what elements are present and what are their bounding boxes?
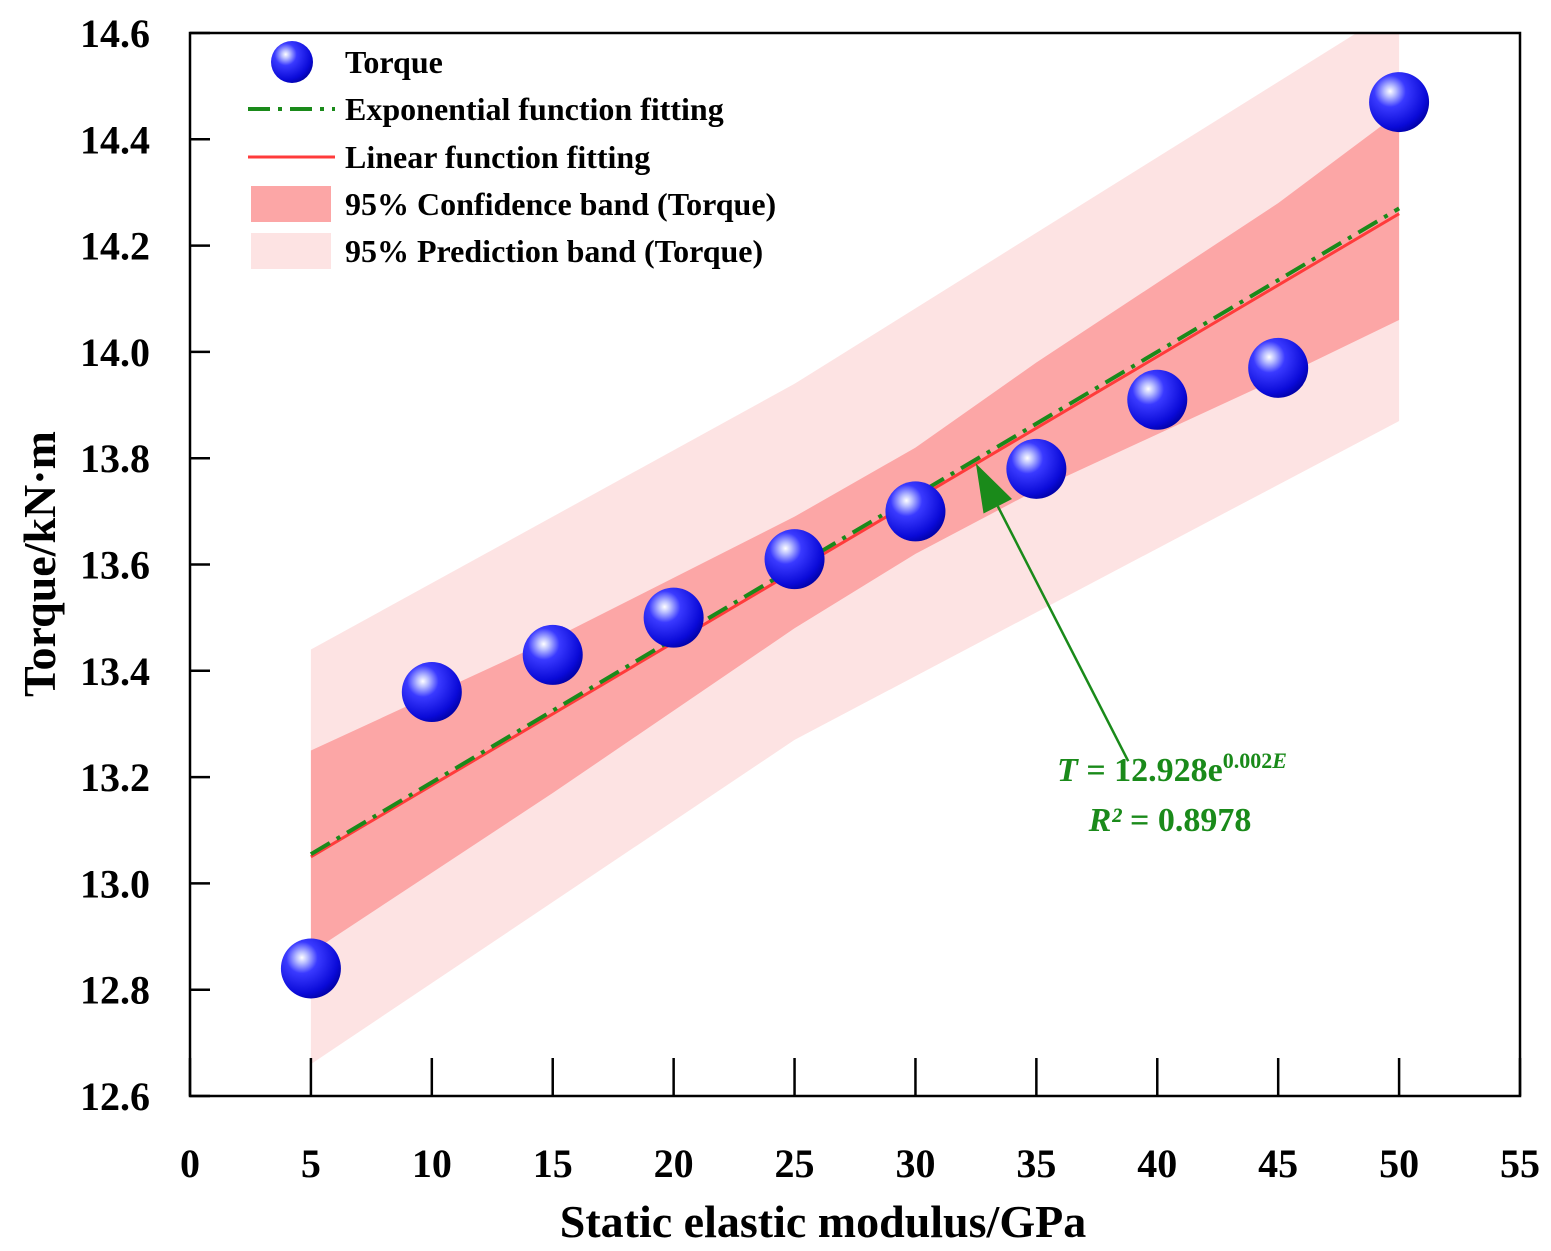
y-tick-label: 13.6 xyxy=(80,543,150,588)
legend-label-linear-fit: Linear function fitting xyxy=(345,139,650,175)
x-tick-label: 20 xyxy=(654,1141,694,1186)
y-tick-label: 13.0 xyxy=(80,861,150,906)
x-tick-label: 55 xyxy=(1500,1141,1540,1186)
equation-body: = 12.928e xyxy=(1078,752,1223,789)
data-point xyxy=(643,587,704,648)
equation-lhs: T xyxy=(1057,752,1079,789)
annotation-arrow-shaft xyxy=(996,505,1130,762)
x-tick-label: 35 xyxy=(1016,1141,1056,1186)
x-tick-label: 50 xyxy=(1379,1141,1419,1186)
legend: Torque Exponential function fitting Line… xyxy=(248,41,776,269)
y-tick-label: 14.2 xyxy=(80,224,150,269)
data-point xyxy=(1248,337,1309,398)
data-point xyxy=(885,481,946,542)
data-point xyxy=(1369,72,1430,133)
data-point xyxy=(401,662,462,723)
legend-marker-confidence-band xyxy=(251,186,331,222)
legend-label-prediction-band: 95% Prediction band (Torque) xyxy=(345,233,763,269)
y-tick-label: 14.6 xyxy=(80,11,150,56)
data-point xyxy=(1127,369,1188,430)
equation-exponent-var: E xyxy=(1271,748,1287,773)
y-tick-label: 14.4 xyxy=(80,117,150,162)
legend-marker-prediction-band xyxy=(251,233,331,269)
x-tick-label: 5 xyxy=(301,1141,321,1186)
data-point xyxy=(1006,438,1067,499)
x-tick-label: 45 xyxy=(1258,1141,1298,1186)
y-axis-label: Torque/kN·m xyxy=(14,431,65,697)
y-tick-label: 12.8 xyxy=(80,968,150,1013)
legend-label-exponential-fit: Exponential function fitting xyxy=(345,91,724,127)
data-point xyxy=(280,938,341,999)
x-tick-label: 0 xyxy=(180,1141,200,1186)
y-tick-label: 14.0 xyxy=(80,330,150,375)
x-tick-label: 15 xyxy=(533,1141,573,1186)
y-tick-label: 13.4 xyxy=(80,649,150,694)
r-squared-value: = 0.8978 xyxy=(1122,802,1252,839)
x-tick-label: 25 xyxy=(775,1141,815,1186)
linear-fit-line xyxy=(310,212,1400,859)
equation-text: T = 12.928e0.002E xyxy=(1057,748,1287,789)
y-tick-label: 12.6 xyxy=(80,1074,150,1119)
r-squared-text: R² = 0.8978 xyxy=(1088,802,1252,839)
r-squared-lhs: R² xyxy=(1088,802,1123,839)
x-axis-label: Static elastic modulus/GPa xyxy=(560,1196,1086,1247)
x-tick-label: 30 xyxy=(895,1141,935,1186)
x-tick-label: 40 xyxy=(1137,1141,1177,1186)
y-tick-label: 13.2 xyxy=(80,755,150,800)
data-point xyxy=(522,624,583,685)
data-point xyxy=(764,529,825,590)
legend-label-torque: Torque xyxy=(345,44,443,80)
exponential-fit-line xyxy=(309,206,1401,856)
annotation-arrow-head xyxy=(975,463,1013,514)
fit-annotation: T = 12.928e0.002E R² = 0.8978 xyxy=(975,463,1287,839)
legend-label-confidence-band: 95% Confidence band (Torque) xyxy=(345,186,776,222)
legend-marker-torque xyxy=(271,41,313,83)
equation-exponent: 0.002 xyxy=(1223,748,1273,773)
y-tick-label: 13.8 xyxy=(80,436,150,481)
x-tick-label: 10 xyxy=(412,1141,452,1186)
